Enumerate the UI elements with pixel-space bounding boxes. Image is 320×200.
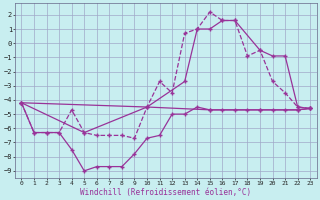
X-axis label: Windchill (Refroidissement éolien,°C): Windchill (Refroidissement éolien,°C) [80, 188, 252, 197]
